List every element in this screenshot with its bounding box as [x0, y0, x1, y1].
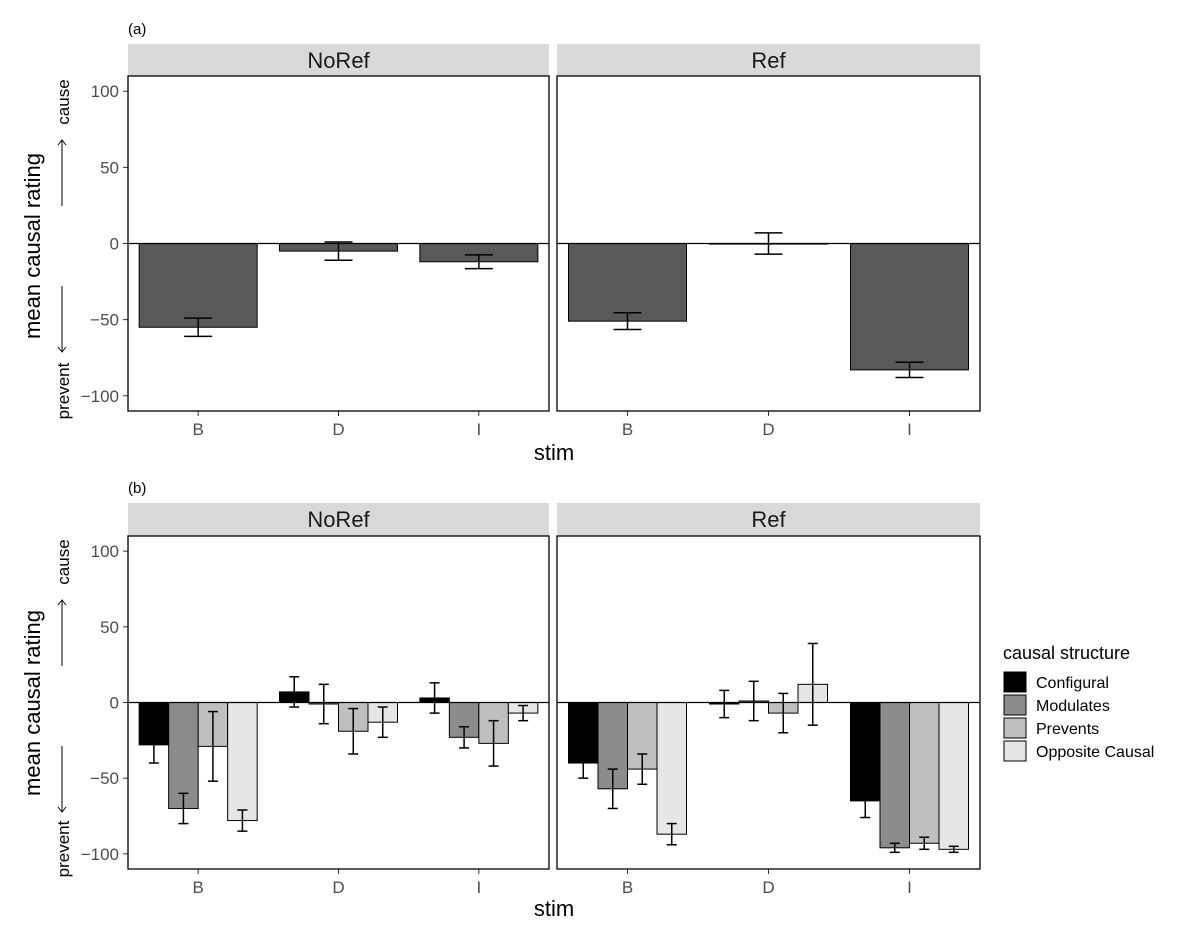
legend-swatch — [1003, 717, 1027, 739]
facet-noref: NoRef B D I — [127, 503, 550, 897]
facet-strip — [128, 44, 549, 76]
x-tick-label: B — [192, 878, 203, 897]
facet-label: NoRef — [307, 48, 370, 73]
y-direction-bottom: prevent — [54, 362, 73, 419]
legend-label: Configural — [1036, 675, 1109, 692]
y-axis-title: mean causal rating — [20, 153, 45, 339]
facet-strip — [557, 44, 980, 76]
y-tick-label: −50 — [90, 769, 119, 788]
facet-ref: Ref B D I — [556, 503, 981, 897]
legend-swatch — [1003, 694, 1027, 716]
arrow-up-head-icon — [57, 139, 67, 146]
y-tick-label: −100 — [81, 845, 119, 864]
bar-ref-b-mean — [568, 243, 687, 322]
x-tick-label: I — [907, 420, 912, 439]
y-direction-top: cause — [54, 539, 73, 584]
chart-b: (b) 100 50 0 −50 −100 mean causal rating cause p… — [20, 480, 1154, 921]
arrow-up-head-icon — [57, 599, 67, 606]
bar-noref-b-modulates — [168, 702, 199, 809]
x-tick-label: I — [476, 420, 481, 439]
x-tick-label: D — [762, 420, 774, 439]
x-axis-title: stim — [534, 896, 574, 921]
legend-label: Modulates — [1036, 698, 1110, 715]
x-tick-label: I — [476, 878, 481, 897]
panel-border — [127, 535, 550, 870]
x-tick-label: D — [762, 878, 774, 897]
facet-label: Ref — [751, 48, 786, 73]
y-tick-label: 0 — [110, 694, 119, 713]
legend-label: Opposite Causal — [1036, 744, 1154, 761]
x-tick-label: B — [622, 420, 633, 439]
x-tick-label: D — [332, 420, 344, 439]
legend-title: causal structure — [1003, 643, 1130, 663]
y-axis-title: mean causal rating — [20, 610, 45, 796]
y-tick-label: −100 — [81, 387, 119, 406]
facet-label: Ref — [751, 507, 786, 532]
prevent-label: prevent — [54, 362, 73, 419]
y-tick-label: 0 — [110, 235, 119, 254]
y-direction-bottom: prevent — [54, 820, 73, 877]
bar-noref-b-opposite-causal — [227, 702, 258, 822]
legend-swatch — [1003, 671, 1027, 693]
cause-label: cause — [54, 79, 73, 124]
x-tick-label: D — [332, 878, 344, 897]
panel-border — [556, 535, 981, 870]
y-axis-title-group: mean causal rating — [20, 153, 45, 339]
bar-ref-i-opposite-causal — [938, 702, 969, 850]
legend: causal structure Configural Modulates Preve… — [1003, 643, 1154, 762]
bar-ref-b-opposite-causal — [656, 702, 687, 835]
bar-noref-b-mean — [138, 243, 258, 328]
prevent-label: prevent — [54, 820, 73, 877]
panel-border — [556, 75, 981, 412]
chart-a: (a) 100 50 0 −50 −100 mean causal rating cause p… — [20, 21, 981, 465]
bar-ref-i-modulates — [879, 702, 910, 849]
y-direction-top: cause — [54, 79, 73, 124]
arrow-down-head-icon — [57, 806, 67, 813]
y-tick-label: 100 — [91, 542, 119, 561]
legend-swatch — [1003, 740, 1027, 762]
facet-strip — [128, 503, 549, 536]
y-tick-label: 100 — [91, 82, 119, 101]
y-tick-label: 50 — [100, 618, 119, 637]
x-tick-label: B — [192, 420, 203, 439]
x-tick-label: B — [622, 878, 633, 897]
panel-border — [127, 75, 550, 412]
facet-label: NoRef — [307, 507, 370, 532]
bar-ref-i-prevents — [909, 702, 940, 844]
panel-tag: (a) — [128, 21, 146, 38]
facet-noref: NoRef B D I — [127, 44, 550, 439]
cause-label: cause — [54, 539, 73, 584]
legend-label: Prevents — [1036, 721, 1099, 738]
x-axis-title: stim — [534, 440, 574, 465]
panel-tag: (b) — [128, 480, 146, 497]
y-tick-label: 50 — [100, 158, 119, 177]
facet-strip — [557, 503, 980, 536]
bar-ref-i-mean — [850, 243, 969, 371]
y-tick-label: −50 — [90, 311, 119, 330]
x-tick-label: I — [907, 878, 912, 897]
y-axis-title-group: mean causal rating — [20, 610, 45, 796]
arrow-down-head-icon — [57, 346, 67, 353]
facet-ref: Ref B D I — [556, 44, 981, 439]
